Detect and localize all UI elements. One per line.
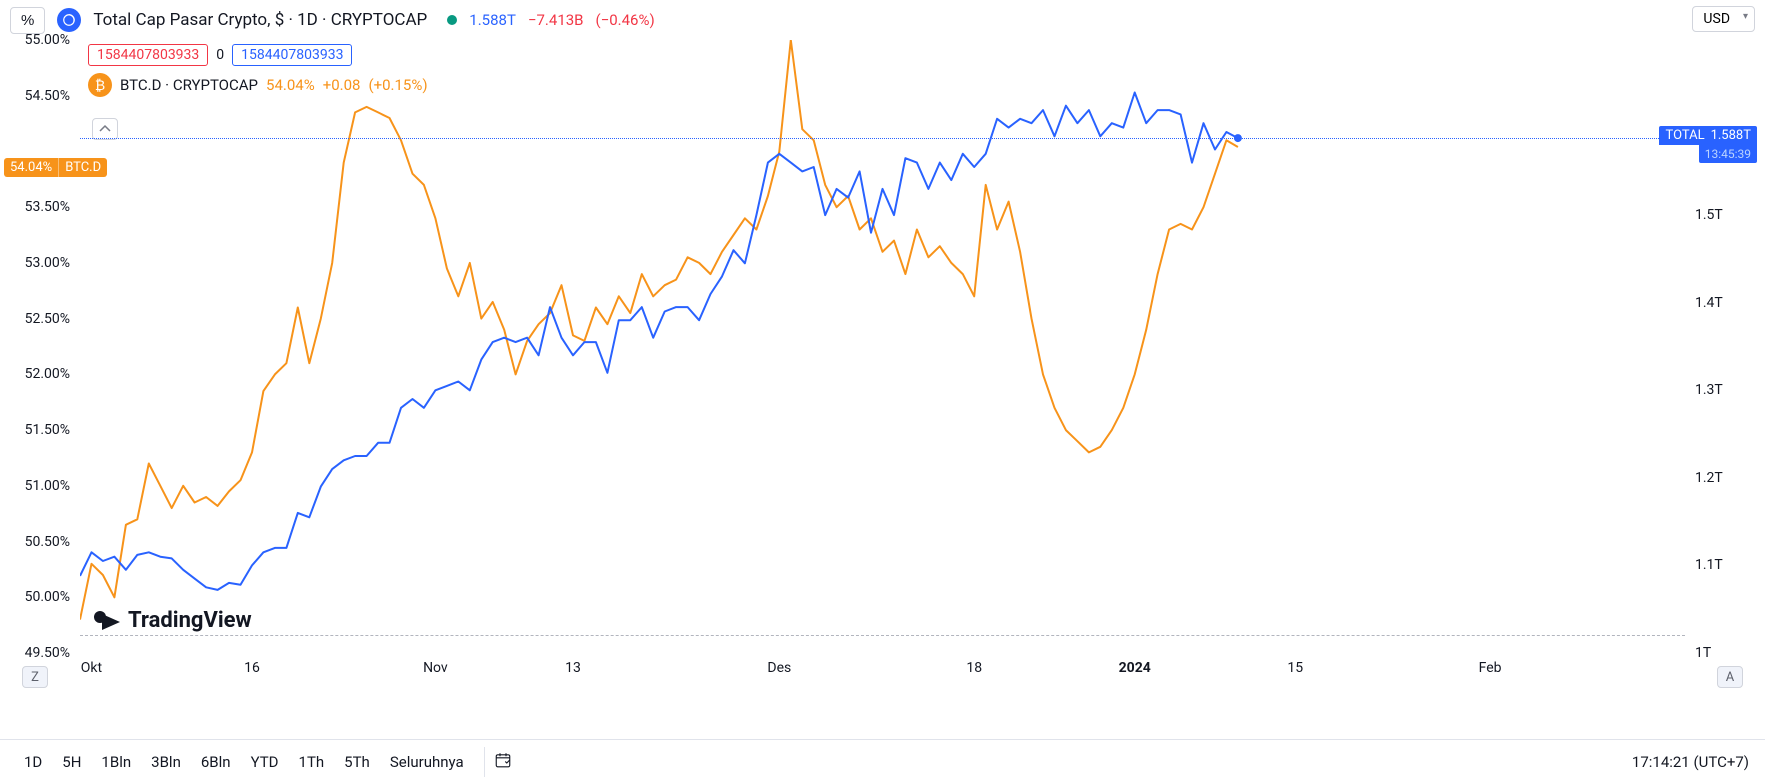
x-tick: Nov — [423, 660, 448, 676]
right-y-axis[interactable]: 1.5T1.4T1.3T1.2T1.1T1T — [1689, 40, 1765, 653]
symbol-title[interactable]: Total Cap Pasar Crypto, $ · 1D · CRYPTOC… — [93, 10, 427, 30]
timeframe-ytd[interactable]: YTD — [243, 747, 287, 777]
x-tick: 18 — [966, 660, 982, 676]
x-tick: Des — [767, 660, 791, 676]
left-tick: 53.50% — [25, 199, 70, 215]
right-tick: 1.2T — [1695, 470, 1723, 486]
tradingview-mark-icon — [94, 611, 122, 631]
left-tick: 50.00% — [25, 589, 70, 605]
timeframe-buttons: 1D5H1Bln3Bln6BlnYTD1Th5ThSeluruhnya — [16, 747, 472, 777]
left-tick: 52.50% — [25, 311, 70, 327]
currency-select[interactable]: USD — [1692, 6, 1755, 32]
right-tick: 1T — [1695, 645, 1711, 661]
market-status-dot — [447, 15, 457, 25]
baseline-dashed — [80, 635, 1685, 636]
left-tick: 50.50% — [25, 534, 70, 550]
timeframe-seluruhnya[interactable]: Seluruhnya — [382, 747, 472, 777]
clock-display[interactable]: 17:14:21 (UTC+7) — [1632, 753, 1749, 771]
timeframe-5h[interactable]: 5H — [54, 747, 89, 777]
x-tick: 13 — [565, 660, 581, 676]
tradingview-logo[interactable]: TradingView — [94, 608, 252, 633]
x-tick: 15 — [1287, 660, 1303, 676]
left-y-axis[interactable]: 55.00%54.50%53.50%53.00%52.50%52.00%51.5… — [0, 40, 76, 653]
timeframe-1bln[interactable]: 1Bln — [93, 747, 139, 777]
left-tick: 51.00% — [25, 478, 70, 494]
right-tick: 1.4T — [1695, 295, 1723, 311]
timeframe-1d[interactable]: 1D — [16, 747, 50, 777]
auto-scale-button[interactable]: A — [1717, 666, 1743, 688]
right-tick: 1.3T — [1695, 382, 1723, 398]
current-price-line — [80, 138, 1685, 139]
left-tick: 52.00% — [25, 366, 70, 382]
x-axis[interactable]: Okt 16 Nov 13 Des 18 2024 15 Feb — [80, 660, 1685, 688]
bottom-toolbar: 1D5H1Bln3Bln6BlnYTD1Th5ThSeluruhnya 17:1… — [0, 739, 1765, 783]
timeframe-5th[interactable]: 5Th — [336, 747, 378, 777]
change-percent: (−0.46%) — [596, 11, 655, 29]
chart-svg — [80, 40, 1685, 653]
percent-toggle-button[interactable]: % — [10, 7, 45, 34]
left-tick: 55.00% — [25, 32, 70, 48]
timezone-button[interactable]: Z — [22, 666, 48, 688]
left-tick: 49.50% — [25, 645, 70, 661]
left-tick: 51.50% — [25, 422, 70, 438]
tradingview-text: TradingView — [128, 608, 252, 633]
last-value: 1.588T — [469, 11, 516, 29]
x-tick: 16 — [244, 660, 260, 676]
timeframe-6bln[interactable]: 6Bln — [193, 747, 239, 777]
goto-date-button[interactable] — [484, 747, 521, 777]
x-tick: 2024 — [1119, 660, 1151, 676]
timeframe-3bln[interactable]: 3Bln — [143, 747, 189, 777]
left-tick: 53.00% — [25, 255, 70, 271]
total-icon — [57, 8, 81, 32]
right-tick: 1.5T — [1695, 207, 1723, 223]
x-tick: Okt — [81, 660, 102, 676]
right-tick: 1.1T — [1695, 557, 1723, 573]
x-tick: Feb — [1479, 660, 1502, 676]
change-absolute: −7.413B — [528, 11, 584, 29]
timeframe-1th[interactable]: 1Th — [291, 747, 333, 777]
chart-area[interactable] — [80, 40, 1685, 653]
left-tick: 54.50% — [25, 88, 70, 104]
